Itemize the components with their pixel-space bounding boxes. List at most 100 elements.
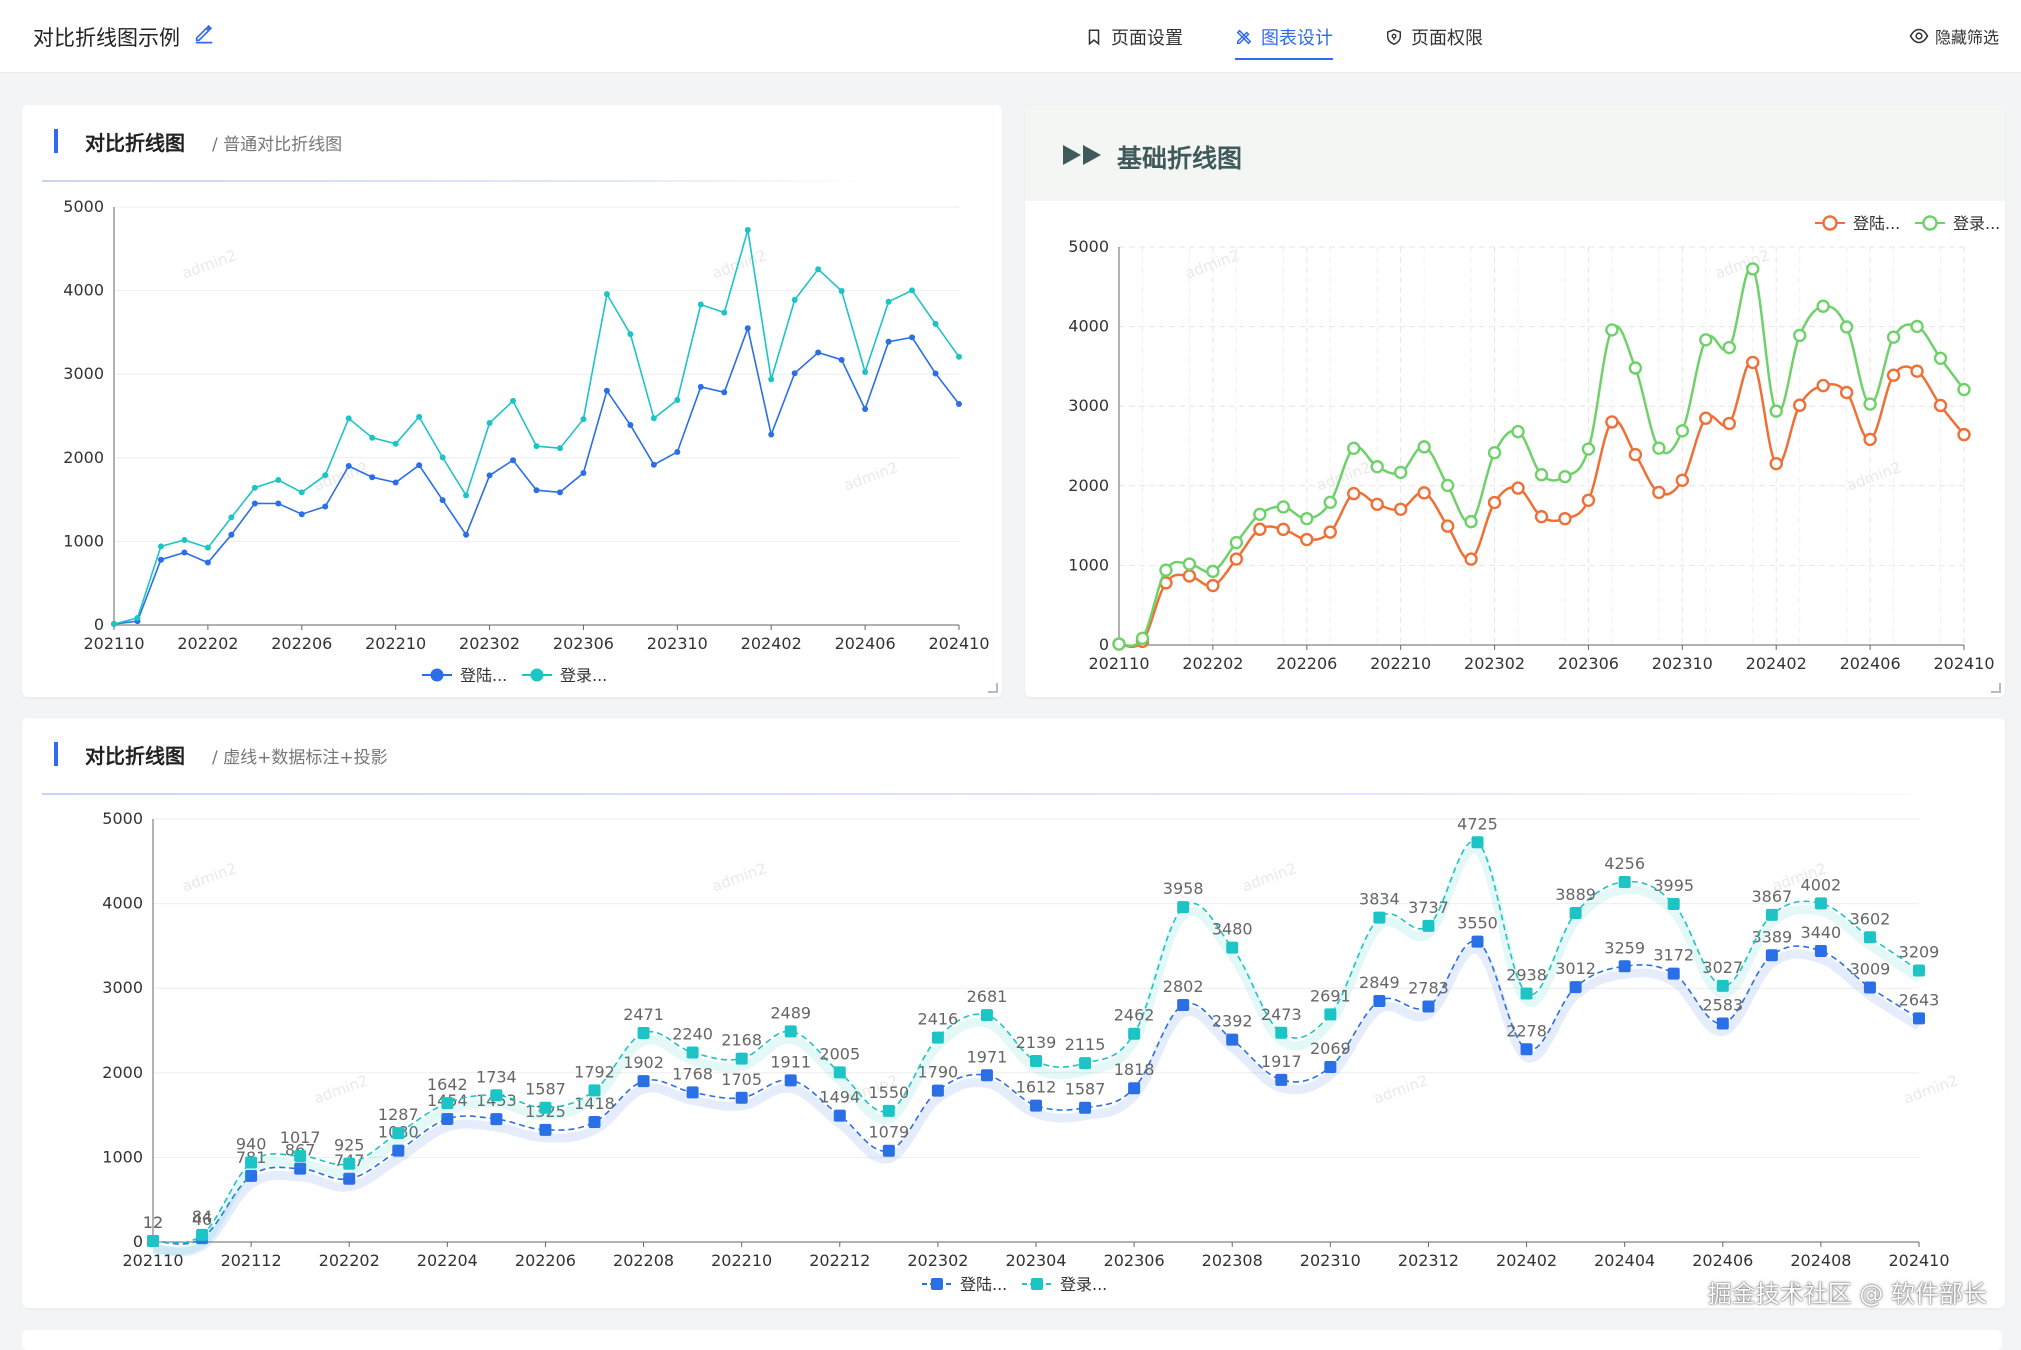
x-tick-label: 202406 <box>835 634 896 653</box>
legend-label: 登陆... <box>1853 214 1900 233</box>
x-tick-label: 202304 <box>1005 1251 1066 1270</box>
data-point <box>1520 1043 1533 1056</box>
tab-label: 页面设置 <box>1111 28 1183 49</box>
data-point <box>721 389 728 396</box>
shield-icon <box>1386 29 1402 45</box>
data-point <box>1276 500 1291 514</box>
data-point <box>815 349 822 356</box>
data-point <box>1135 631 1150 646</box>
data-point <box>1511 424 1525 439</box>
data-point <box>1393 465 1408 480</box>
tab-page-permissions[interactable]: 页面权限 <box>1385 20 1483 54</box>
data-point <box>1581 493 1596 507</box>
data-point <box>1226 941 1239 954</box>
bg-watermark: admin2 <box>1240 859 1299 895</box>
hide-filter-button[interactable]: 隐藏筛选 <box>1909 24 1999 48</box>
x-tick-label: 202312 <box>1398 1251 1459 1270</box>
data-point <box>603 291 610 298</box>
data-point <box>294 1149 307 1162</box>
data-point <box>1347 486 1361 501</box>
x-tick-label: 202410 <box>928 634 989 653</box>
data-point <box>815 266 822 273</box>
data-point <box>650 415 657 422</box>
y-tick-label: 4000 <box>102 894 143 913</box>
data-label: 1705 <box>721 1070 762 1089</box>
data-point <box>1605 415 1619 429</box>
data-point <box>1520 987 1533 1000</box>
data-point <box>1618 875 1631 888</box>
data-point <box>1816 378 1830 393</box>
data-point <box>1910 364 1924 378</box>
data-point <box>1816 299 1830 313</box>
data-point <box>275 500 282 507</box>
data-point <box>322 472 329 479</box>
data-label: 2139 <box>1016 1033 1057 1052</box>
series-line <box>1118 360 1965 649</box>
y-tick-label: 1000 <box>1068 555 1109 574</box>
tab-page-settings[interactable]: 页面设置 <box>1085 20 1183 54</box>
data-point <box>463 531 470 538</box>
data-label: 1902 <box>623 1053 664 1072</box>
bg-watermark: admin2 <box>710 246 769 282</box>
data-label: 46 <box>192 1210 212 1229</box>
data-point <box>1079 1057 1092 1070</box>
data-label: 3737 <box>1408 898 1449 917</box>
data-label: 3889 <box>1555 885 1596 904</box>
data-point <box>882 1104 895 1117</box>
page-header: 对比折线图示例 页面设置 图表设计 页面权限 隐藏筛选 <box>0 0 2021 73</box>
data-point <box>1079 1101 1092 1114</box>
data-point <box>1765 908 1778 921</box>
data-point <box>343 1172 356 1185</box>
x-tick-label: 202202 <box>177 634 238 653</box>
resize-handle[interactable] <box>1991 683 2001 693</box>
data-point <box>392 1127 405 1140</box>
data-point <box>932 320 939 327</box>
legend-swatch-marker <box>430 668 444 682</box>
data-point <box>1206 564 1220 579</box>
data-point <box>580 416 587 423</box>
data-point <box>1128 1082 1141 1095</box>
data-point <box>791 296 798 303</box>
data-point <box>181 549 188 556</box>
data-point <box>885 338 892 345</box>
tab-chart-design[interactable]: 图表设计 <box>1235 20 1333 60</box>
data-point <box>1863 931 1876 944</box>
data-point <box>1323 525 1337 539</box>
data-point <box>1769 404 1783 418</box>
chart-card-dashed-labels: 对比折线图 / 虚线+数据标注+投影 admin2 admin2 admin2 adm… <box>22 718 2005 1308</box>
data-point <box>838 356 845 363</box>
data-point <box>833 1066 846 1079</box>
data-point <box>1464 514 1478 529</box>
data-label: 2938 <box>1506 965 1547 984</box>
bg-watermark: admin2 <box>180 246 239 282</box>
data-point <box>298 489 305 496</box>
data-point <box>147 1234 159 1247</box>
data-label: 1550 <box>868 1083 909 1102</box>
data-point <box>980 1009 993 1022</box>
data-label: 2783 <box>1408 979 1449 998</box>
data-point <box>134 614 141 621</box>
x-tick-label: 202406 <box>1840 654 1901 673</box>
y-tick-label: 1000 <box>102 1147 143 1166</box>
data-point <box>1913 964 1925 977</box>
y-tick-label: 2000 <box>1068 476 1109 495</box>
data-point <box>862 406 869 413</box>
data-point <box>833 1109 846 1122</box>
data-point <box>556 489 563 496</box>
data-point <box>1226 1033 1239 1046</box>
data-point <box>1839 385 1854 400</box>
data-point <box>1792 398 1807 412</box>
data-label: 2489 <box>770 1003 811 1022</box>
data-point <box>1913 1012 1925 1025</box>
x-tick-label: 202208 <box>613 1251 674 1270</box>
data-point <box>1652 485 1666 500</box>
x-tick-label: 202110 <box>83 634 144 653</box>
data-point <box>721 309 728 316</box>
resize-handle[interactable] <box>988 683 998 693</box>
page-title: 对比折线图示例 <box>33 26 180 50</box>
edit-icon[interactable] <box>193 22 215 44</box>
data-label: 1494 <box>819 1088 860 1107</box>
site-watermark: 掘金技术社区 @ 软件部长 <box>1707 1280 1987 1308</box>
x-tick-label: 202406 <box>1692 1251 1753 1270</box>
